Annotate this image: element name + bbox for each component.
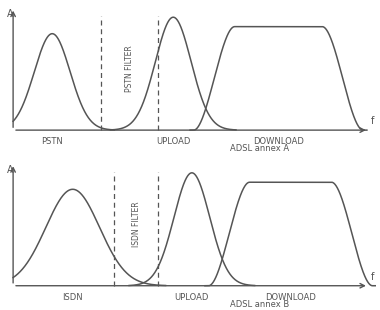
Text: DOWNLOAD: DOWNLOAD [253, 137, 304, 146]
Text: PSTN: PSTN [41, 137, 63, 146]
Text: ADSL annex A: ADSL annex A [230, 144, 290, 153]
Text: ISDN: ISDN [62, 293, 83, 302]
Text: A: A [7, 9, 13, 19]
Text: DOWNLOAD: DOWNLOAD [265, 293, 316, 302]
Text: ADSL annex B: ADSL annex B [230, 300, 290, 309]
Text: f: f [371, 272, 374, 281]
Text: f: f [371, 116, 374, 126]
Text: UPLOAD: UPLOAD [156, 137, 190, 146]
Text: A: A [7, 165, 13, 175]
Text: UPLOAD: UPLOAD [175, 293, 209, 302]
Text: PSTN FILTER: PSTN FILTER [125, 46, 134, 92]
Text: ISDN FILTER: ISDN FILTER [131, 202, 141, 247]
